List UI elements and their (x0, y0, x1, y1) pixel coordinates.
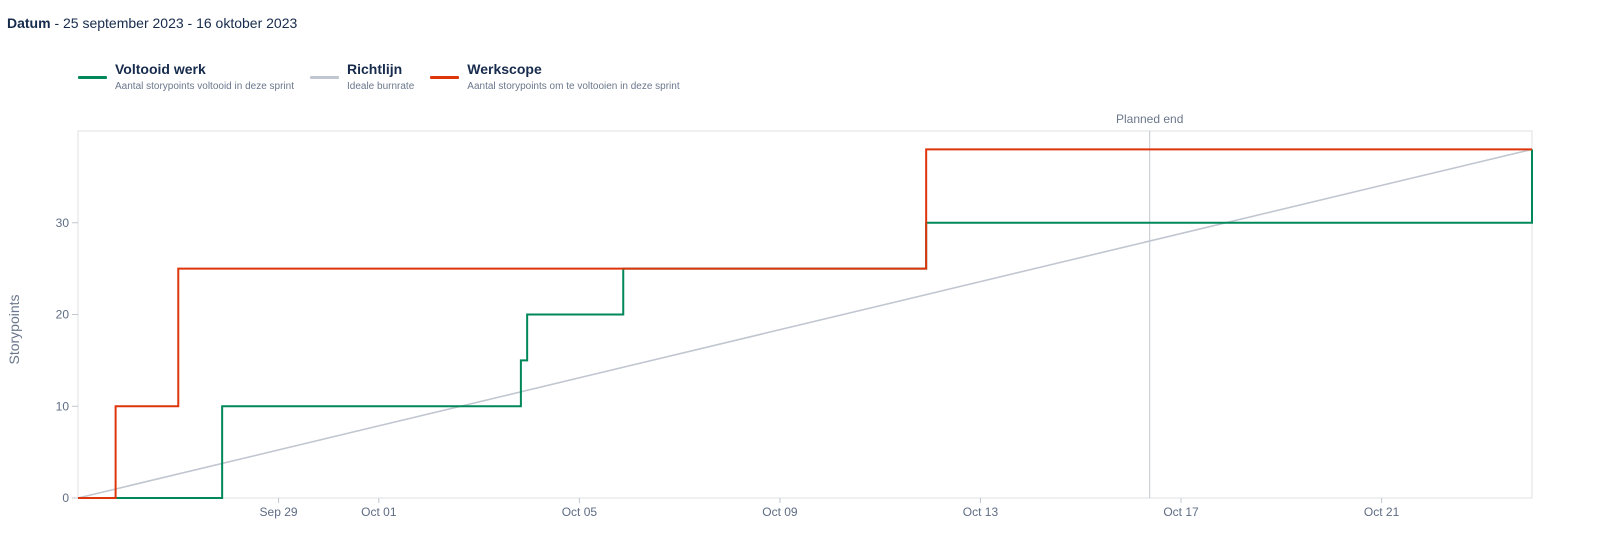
legend-item-voltooid-werk[interactable]: Voltooid werk Aantal storypoints voltooi… (78, 61, 294, 92)
planned-end-label: Planned end (1116, 112, 1183, 126)
legend-description: Ideale burnrate (347, 81, 415, 92)
x-tick-label: Oct 09 (762, 505, 798, 519)
legend-name: Richtlijn (347, 61, 403, 77)
y-tick-label: 20 (56, 308, 70, 322)
y-tick-label: 30 (56, 216, 70, 230)
date-range-row: Datum - 25 september 2023 - 16 oktober 2… (7, 15, 297, 31)
series-line-werkscope (78, 148, 1532, 499)
legend-name: Werkscope (467, 61, 542, 77)
x-tick-label: Oct 01 (361, 505, 397, 519)
legend-description: Aantal storypoints om te voltooien in de… (467, 81, 680, 92)
x-tick-label: Oct 21 (1364, 505, 1400, 519)
x-tick-label: Oct 05 (562, 505, 598, 519)
x-tick-label: Oct 13 (963, 505, 999, 519)
y-axis-title: Storypoints (6, 294, 22, 364)
legend-swatch (310, 76, 339, 79)
plot-frame (77, 130, 1533, 499)
legend-swatch (430, 76, 460, 79)
chart-legend: Voltooid werk Aantal storypoints voltooi… (78, 61, 696, 92)
legend-swatch (78, 76, 107, 79)
y-tick-label: 0 (62, 491, 69, 505)
x-tick-label: Sep 29 (260, 505, 298, 519)
series-line-richtlijn (77, 148, 1533, 499)
y-tick-label: 10 (56, 399, 70, 413)
legend-description: Aantal storypoints voltooid in deze spri… (115, 81, 294, 92)
x-tick-label: Oct 17 (1163, 505, 1199, 519)
legend-item-werkscope[interactable]: Werkscope Aantal storypoints om te volto… (430, 61, 680, 92)
date-label: Datum (7, 15, 51, 31)
date-range-value: - 25 september 2023 - 16 oktober 2023 (50, 15, 298, 31)
legend-name: Voltooid werk (115, 61, 206, 77)
legend-item-richtlijn[interactable]: Richtlijn Ideale burnrate (310, 61, 414, 92)
